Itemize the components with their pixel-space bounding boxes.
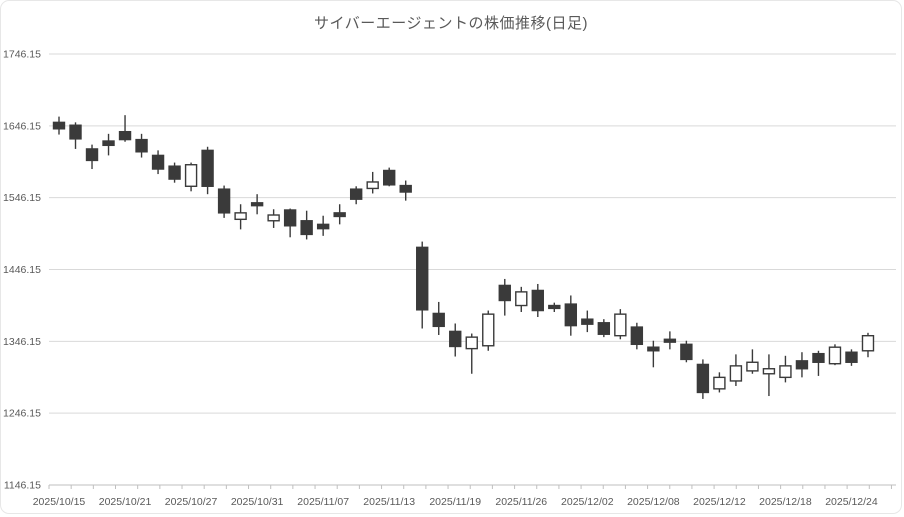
- candle-body: [52, 121, 66, 130]
- candle-body: [366, 181, 379, 190]
- candle-body: [102, 140, 115, 147]
- candle-body: [614, 313, 627, 337]
- candle-body: [779, 365, 792, 379]
- candle-body: [283, 209, 297, 227]
- candle-body: [564, 303, 578, 327]
- candle-body: [267, 214, 280, 222]
- x-axis-label: 2025/10/15: [33, 496, 86, 508]
- candle-body: [184, 164, 198, 187]
- x-axis-label: 2025/12/24: [825, 496, 878, 508]
- candle-body: [234, 212, 247, 221]
- candle-body: [531, 289, 544, 312]
- candle-body: [69, 124, 82, 140]
- candle-body: [85, 148, 99, 162]
- candle-body: [680, 343, 693, 361]
- candle-body: [581, 318, 594, 325]
- candle-body: [118, 130, 132, 141]
- candle-body: [399, 184, 412, 193]
- candle-body: [515, 291, 528, 307]
- y-axis-label: 1746.15: [3, 49, 41, 61]
- candle-body: [548, 304, 561, 310]
- y-axis-label: 1646.15: [3, 120, 41, 132]
- candle-body: [465, 336, 478, 350]
- candle-body: [333, 212, 346, 218]
- x-axis-label: 2025/11/19: [429, 496, 481, 508]
- candle-body: [498, 284, 511, 302]
- candle-body: [828, 346, 842, 365]
- candle-body: [432, 312, 445, 328]
- candle-body: [696, 363, 710, 394]
- x-axis-label: 2025/11/07: [297, 496, 349, 508]
- y-axis-label: 1446.15: [3, 264, 41, 276]
- candle-body: [630, 326, 644, 346]
- y-axis-label: 1246.15: [3, 408, 41, 420]
- candle-body: [383, 169, 396, 186]
- candle-body: [729, 365, 743, 382]
- candle-body: [168, 165, 181, 180]
- candle-body: [795, 360, 809, 370]
- candle-body: [597, 322, 611, 335]
- candle-body: [845, 351, 858, 363]
- x-axis-label: 2025/12/08: [627, 496, 680, 508]
- chart-title: サイバーエージェントの株価推移(日足): [314, 15, 588, 32]
- candle-body: [416, 246, 429, 311]
- x-axis-label: 2025/12/18: [759, 496, 812, 508]
- candle-body: [316, 223, 330, 230]
- candle-body: [201, 149, 214, 187]
- candle-body: [746, 361, 759, 372]
- candle-body: [647, 346, 660, 352]
- x-axis-label: 2025/10/27: [165, 496, 218, 508]
- x-axis-label: 2025/10/31: [231, 496, 284, 508]
- y-axis-label: 1546.15: [3, 192, 41, 204]
- candle-body: [449, 330, 462, 348]
- candle-body: [217, 188, 231, 214]
- x-axis-label: 2025/12/12: [693, 496, 746, 508]
- y-axis-label: 1346.15: [3, 336, 41, 348]
- candle-body: [762, 368, 776, 375]
- candle-body: [713, 376, 726, 390]
- candle-body: [812, 352, 825, 363]
- x-axis-label: 2025/11/13: [363, 496, 415, 508]
- x-axis-label: 2025/12/02: [561, 496, 614, 508]
- candle-body: [300, 220, 313, 236]
- candle-body: [151, 154, 165, 170]
- x-axis-label: 2025/11/26: [495, 496, 547, 508]
- y-axis-label: 1146.15: [4, 480, 41, 492]
- candle-body: [250, 202, 264, 207]
- candle-body: [482, 313, 495, 347]
- x-axis-label: 2025/10/21: [99, 496, 152, 508]
- candle-body: [663, 338, 677, 343]
- candle-body: [135, 138, 148, 153]
- candle-body: [349, 188, 363, 200]
- candle-body: [861, 334, 875, 352]
